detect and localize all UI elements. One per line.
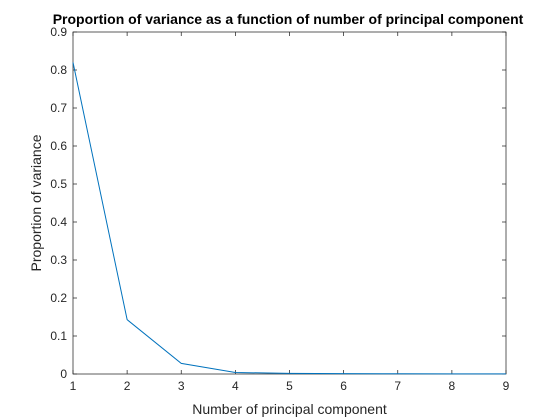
x-tick-label: 4: [232, 379, 239, 393]
x-tick-label: 1: [70, 379, 77, 393]
x-tick-label: 7: [394, 379, 401, 393]
y-tick-label: 0.8: [50, 63, 67, 77]
y-tick-label: 0.7: [50, 101, 67, 115]
plot-area: [72, 31, 507, 375]
y-tick-label: 0.2: [50, 291, 67, 305]
y-axis: 0 0.1 0.2 0.3 0.4 0.5 0.6 0.7 0.8 0.9: [50, 25, 506, 381]
y-tick-label: 0.1: [50, 329, 67, 343]
x-axis-label: Number of principal component: [192, 401, 387, 417]
chart-title: Proportion of variance as a function of …: [53, 11, 524, 27]
y-axis-label: Proportion of variance: [28, 134, 44, 271]
x-tick-label: 5: [286, 379, 293, 393]
x-tick-label: 9: [503, 379, 510, 393]
series-line: [72, 62, 507, 375]
x-tick-label: 6: [340, 379, 347, 393]
y-tick-label: 0: [60, 367, 67, 381]
y-tick-label: 0.6: [50, 139, 67, 153]
y-tick-label: 0.4: [50, 215, 67, 229]
y-tick-label: 0.5: [50, 177, 67, 191]
y-tick-label: 0.3: [50, 253, 67, 267]
y-tick-label: 0.9: [50, 25, 67, 39]
x-tick-label: 8: [449, 379, 456, 393]
series-layer: [72, 62, 507, 375]
x-tick-label: 2: [124, 379, 131, 393]
x-tick-label: 3: [178, 379, 185, 393]
